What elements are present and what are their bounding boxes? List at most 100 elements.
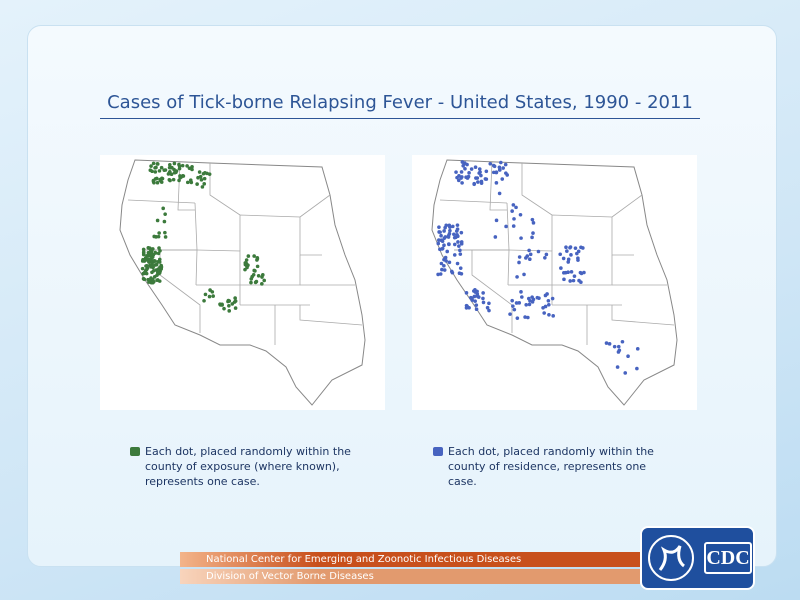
case-dot bbox=[472, 182, 476, 187]
case-dot bbox=[438, 230, 442, 234]
case-dot bbox=[458, 252, 463, 256]
slide-title: Cases of Tick-borne Relapsing Fever - Un… bbox=[107, 92, 693, 113]
state-border bbox=[127, 199, 196, 204]
case-dot bbox=[510, 209, 514, 213]
case-dot bbox=[536, 249, 541, 254]
case-dot bbox=[517, 255, 522, 259]
case-dot bbox=[511, 203, 516, 207]
case-dot bbox=[150, 248, 154, 253]
case-dot bbox=[473, 165, 478, 170]
case-dot bbox=[152, 259, 157, 263]
case-dot bbox=[447, 231, 452, 236]
state-border bbox=[471, 250, 513, 333]
case-dot bbox=[488, 161, 493, 166]
case-dot bbox=[438, 272, 443, 276]
case-dot bbox=[261, 273, 265, 277]
footer-division: Division of Vector Borne Diseases bbox=[180, 569, 640, 584]
case-dot bbox=[535, 295, 540, 300]
case-dot bbox=[464, 291, 469, 295]
case-dot bbox=[561, 256, 566, 261]
case-dot bbox=[519, 290, 523, 294]
case-dot bbox=[141, 252, 146, 257]
case-dot bbox=[485, 305, 490, 310]
legend: Each dot, placed randomly within the cou… bbox=[433, 444, 678, 489]
case-dot bbox=[201, 171, 206, 176]
case-dot bbox=[524, 256, 528, 260]
case-dot bbox=[454, 229, 459, 233]
case-dot bbox=[457, 271, 462, 275]
case-dot bbox=[615, 365, 620, 369]
case-dot bbox=[514, 205, 518, 210]
case-dot bbox=[526, 315, 530, 320]
case-dot bbox=[158, 248, 162, 253]
case-dot bbox=[154, 262, 159, 267]
case-dot bbox=[255, 258, 259, 262]
case-dot bbox=[523, 315, 527, 319]
case-dot bbox=[151, 161, 156, 166]
case-dot bbox=[530, 217, 535, 222]
case-dot bbox=[262, 278, 267, 283]
case-dot bbox=[145, 253, 149, 258]
case-dot bbox=[450, 270, 455, 275]
case-dot bbox=[157, 231, 161, 235]
case-dot bbox=[436, 272, 440, 277]
state-border bbox=[299, 305, 363, 326]
case-dot bbox=[566, 260, 571, 264]
case-dot bbox=[451, 224, 455, 229]
case-dot bbox=[156, 251, 161, 256]
case-dot bbox=[550, 296, 555, 301]
case-dot bbox=[571, 278, 576, 283]
case-dot bbox=[255, 264, 260, 269]
case-dot bbox=[470, 296, 474, 300]
case-dot bbox=[442, 236, 447, 240]
case-dot bbox=[440, 239, 445, 244]
case-dot bbox=[202, 298, 206, 303]
case-dot bbox=[579, 245, 583, 250]
case-dot bbox=[177, 166, 182, 171]
case-dot bbox=[444, 223, 449, 228]
case-dot bbox=[466, 174, 471, 179]
legend-text: Each dot, placed randomly within the cou… bbox=[448, 445, 654, 488]
case-dot bbox=[253, 280, 258, 285]
case-dot bbox=[145, 263, 149, 268]
case-dot bbox=[459, 176, 463, 180]
case-dot bbox=[252, 268, 257, 273]
case-dot bbox=[158, 177, 162, 182]
case-dot bbox=[250, 274, 254, 279]
case-dot bbox=[505, 173, 510, 177]
case-dot bbox=[452, 232, 456, 237]
case-dot bbox=[459, 170, 464, 174]
case-dot bbox=[442, 243, 446, 248]
case-dot bbox=[149, 164, 153, 168]
case-dot bbox=[467, 305, 471, 310]
case-dot bbox=[542, 311, 546, 315]
case-dot bbox=[484, 169, 489, 174]
case-dot bbox=[210, 290, 215, 294]
case-dot bbox=[168, 178, 172, 183]
legend: Each dot, placed randomly within the cou… bbox=[130, 444, 375, 489]
map-residence bbox=[412, 155, 697, 410]
case-dot bbox=[202, 176, 207, 181]
case-dot bbox=[444, 259, 448, 263]
case-dot bbox=[526, 296, 531, 301]
case-dot bbox=[481, 291, 485, 295]
case-dot bbox=[227, 303, 231, 308]
case-dot bbox=[159, 267, 164, 271]
state-border bbox=[611, 194, 643, 218]
case-dot bbox=[456, 178, 461, 183]
case-dot bbox=[188, 178, 193, 183]
us-west-outline bbox=[119, 159, 366, 406]
case-dot bbox=[492, 164, 497, 169]
case-dot bbox=[478, 170, 482, 174]
case-dot bbox=[568, 245, 572, 250]
case-dot bbox=[187, 166, 192, 171]
map-exposure bbox=[100, 155, 385, 410]
case-dot bbox=[562, 277, 566, 282]
case-dot bbox=[147, 280, 151, 284]
case-dot bbox=[146, 250, 151, 255]
case-dot bbox=[446, 235, 451, 239]
case-dot bbox=[565, 249, 569, 253]
legend-swatch bbox=[433, 447, 443, 456]
hhs-seal bbox=[648, 535, 694, 581]
case-dot bbox=[517, 260, 521, 265]
